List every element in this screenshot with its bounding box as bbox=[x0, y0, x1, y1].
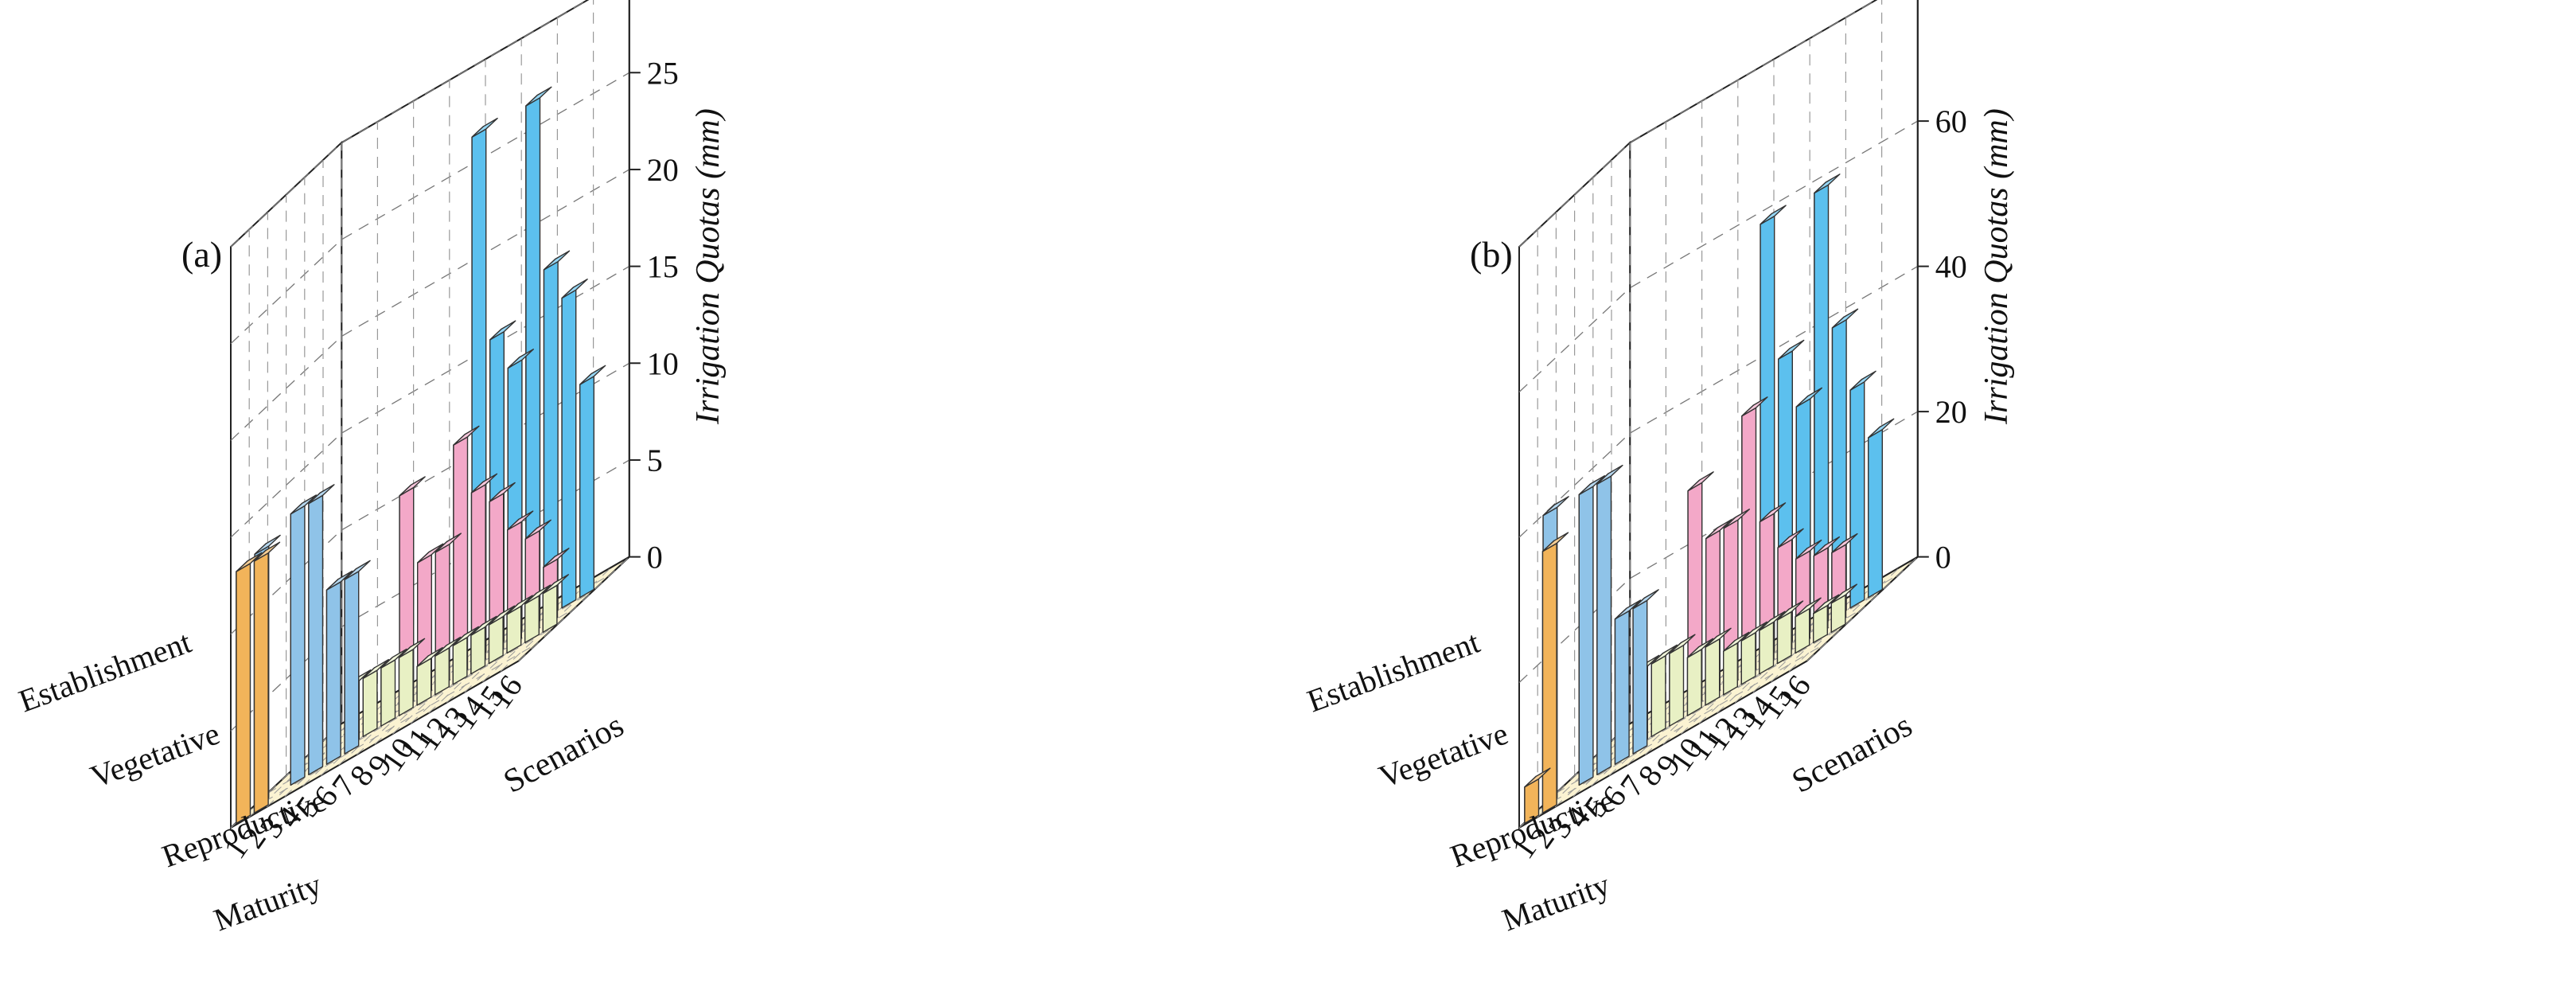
bar-2-scenario-6 bbox=[344, 560, 371, 755]
z-tick-label: 20 bbox=[1935, 394, 1967, 430]
bar-3-scenario-16 bbox=[1830, 583, 1857, 633]
bar-1-scenario-2 bbox=[1541, 532, 1569, 813]
bar-3-scenario-15 bbox=[1813, 594, 1840, 644]
z-gridline bbox=[1518, 120, 1919, 392]
bar-2-scenario-3 bbox=[290, 494, 317, 786]
floor-gridline bbox=[518, 556, 630, 661]
stage-label: Establishment bbox=[1303, 624, 1484, 720]
bar-3-scenario-11 bbox=[1740, 621, 1767, 685]
stage-label: Vegetative bbox=[86, 715, 224, 794]
bar-3-scenario-14 bbox=[1795, 597, 1822, 654]
bar-3-scenario-12 bbox=[1759, 611, 1786, 675]
stage-label: Vegetative bbox=[1374, 715, 1513, 794]
bar-3-scenario-7 bbox=[380, 648, 407, 727]
bar-3-scenario-12 bbox=[470, 615, 497, 675]
chart-panel-a: 051015202530Irrigation Quotas (mm)123456… bbox=[14, 0, 727, 938]
bar-2-scenario-6 bbox=[1632, 589, 1659, 755]
bar-3-scenario-14 bbox=[506, 595, 533, 654]
z-gridline bbox=[230, 0, 589, 248]
bar-3-scenario-13 bbox=[488, 605, 516, 665]
stage-label: Establishment bbox=[14, 624, 196, 720]
z-tick-label: 0 bbox=[1935, 540, 1951, 575]
bar-3-scenario-13 bbox=[1776, 600, 1804, 665]
floor-gridline bbox=[1537, 643, 1826, 811]
panel-label: (a) bbox=[181, 234, 222, 275]
bar-4-scenario-11 bbox=[470, 473, 498, 668]
bar-2-scenario-4 bbox=[308, 484, 335, 775]
bar-4-scenario-10 bbox=[453, 425, 480, 678]
bar-2-scenario-4 bbox=[1596, 464, 1623, 775]
bar-3-scenario-8 bbox=[398, 638, 426, 716]
bar-3-scenario-10 bbox=[1723, 631, 1750, 696]
bar-2-scenario-5 bbox=[1614, 599, 1642, 765]
z-axis-title: Irrigation Quotas (mm) bbox=[1978, 108, 2015, 425]
stage-label: Maturity bbox=[1498, 866, 1615, 938]
bar-1-scenario-1 bbox=[236, 552, 263, 825]
z-axis-title: Irrigation Quotas (mm) bbox=[690, 108, 727, 425]
bar-3-scenario-16 bbox=[542, 574, 569, 633]
bar-3-scenario-8 bbox=[1686, 638, 1714, 716]
z-tick-label: 60 bbox=[1935, 103, 1967, 139]
z-tick-label: 20 bbox=[647, 152, 679, 188]
z-tick-label: 0 bbox=[647, 540, 663, 575]
z-gridline bbox=[1518, 0, 1877, 248]
bar-3-scenario-9 bbox=[416, 646, 443, 706]
z-tick-label: 10 bbox=[647, 345, 679, 381]
floor-gridline bbox=[248, 643, 538, 811]
z-tick-label: 5 bbox=[647, 443, 663, 478]
bar-3-scenario-15 bbox=[524, 584, 551, 644]
bar-3-scenario-10 bbox=[435, 636, 462, 696]
bar-2-scenario-5 bbox=[325, 570, 353, 765]
bar-1-scenario-2 bbox=[253, 541, 281, 813]
bar-1-scenario-1 bbox=[1524, 767, 1551, 825]
scenarios-axis-title: Scenarios bbox=[498, 707, 630, 800]
z-tick-label: 25 bbox=[647, 55, 679, 91]
bar-3-scenario-6 bbox=[1650, 644, 1678, 737]
scenarios-axis-title: Scenarios bbox=[1787, 707, 1919, 800]
bar-5-scenario-15 bbox=[1849, 370, 1876, 609]
stage-label: Maturity bbox=[209, 866, 326, 938]
bar-3-scenario-6 bbox=[362, 658, 389, 737]
z-tick-label: 15 bbox=[647, 249, 679, 285]
bar-2-scenario-3 bbox=[1578, 475, 1605, 786]
chart-panel-b: 020406080Irrigation Quotas (mm)123456789… bbox=[1303, 0, 2015, 938]
bar-5-scenario-15 bbox=[561, 279, 588, 609]
floor-gridline bbox=[1806, 556, 1919, 661]
bar-5-scenario-16 bbox=[1868, 418, 1895, 599]
panel-label: (b) bbox=[1470, 234, 1513, 275]
bar-3-scenario-11 bbox=[452, 626, 479, 685]
bar-3-scenario-9 bbox=[1705, 627, 1732, 706]
bar-3-scenario-7 bbox=[1669, 634, 1696, 727]
z-tick-label: 40 bbox=[1935, 249, 1967, 285]
bar-4-scenario-10 bbox=[1741, 396, 1768, 678]
bar-5-scenario-16 bbox=[579, 365, 606, 599]
